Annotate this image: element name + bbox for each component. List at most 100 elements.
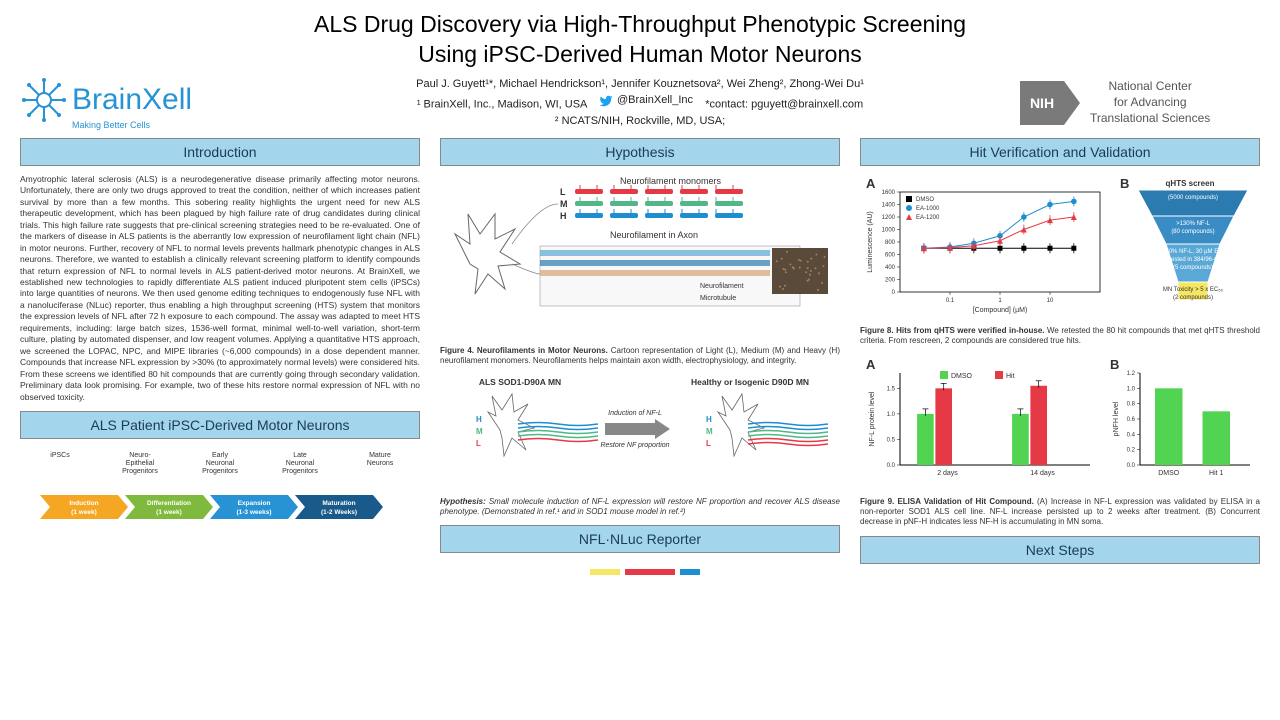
svg-text:Induction of NF-L: Induction of NF-L [608,410,662,417]
svg-text:800: 800 [885,240,896,246]
svg-text:B: B [1120,176,1129,191]
fig9-panel: AB0.00.51.01.5NF-L protein levelDMSOHit2… [860,355,1260,485]
svg-text:DMSO: DMSO [1158,470,1180,477]
svg-text:0.5: 0.5 [887,437,896,443]
svg-text:EA-1200: EA-1200 [916,215,940,221]
svg-text:Neuro-: Neuro- [129,452,151,459]
neuron-icon [20,76,68,124]
svg-text:H: H [706,415,712,424]
svg-text:Neuronal: Neuronal [206,460,235,467]
svg-text:Neurons: Neurons [367,460,394,467]
svg-text:Differentiation: Differentiation [147,500,191,507]
svg-text:600: 600 [885,252,896,258]
hypothesis-caption: Hypothesis: Small molecule induction of … [440,497,840,518]
svg-text:A: A [866,357,876,372]
authors-line-1: Paul J. Guyett¹*, Michael Hendrickson¹, … [260,76,1020,93]
svg-text:Induction: Induction [69,500,98,507]
svg-text:>130% NF-L: >130% NF-L [1176,221,1211,227]
authors-block: Paul J. Guyett¹*, Michael Hendrickson¹, … [260,76,1020,130]
svg-text:L: L [560,187,566,197]
brainxell-wordmark: BrainXell [72,83,192,117]
figure-8-caption: Figure 8. Hits from qHTS were verified i… [860,326,1260,347]
svg-text:Microtubule: Microtubule [700,295,736,302]
affiliation-1: ¹ BrainXell, Inc., Madison, WI, USA [417,99,587,111]
svg-text:Neuronal: Neuronal [286,460,315,467]
column-left: Introduction Amyotrophic lateral scleros… [20,138,420,710]
svg-text:M: M [706,427,713,436]
section-als-ipsc-header: ALS Patient iPSC-Derived Motor Neurons [20,411,420,439]
svg-text:Mature: Mature [369,452,391,459]
twitter-handle: @BrainXell_Inc [617,92,693,109]
svg-text:Epithelial: Epithelial [126,460,155,467]
svg-text:iPSCs: iPSCs [50,452,70,459]
svg-text:0: 0 [892,290,896,296]
svg-text:Luminescence (AU): Luminescence (AU) [867,211,874,272]
section-next-steps-header: Next Steps [860,536,1260,564]
twitter-handle-row: @BrainXell_Inc [599,92,693,109]
section-nfl-reporter-header: NFL·NLuc Reporter [440,525,840,553]
poster-header: ALS Drug Discovery via High-Throughput P… [20,10,1260,130]
nih-text-1: National Center [1090,79,1210,95]
svg-text:L: L [476,439,481,448]
svg-text:(2 compounds): (2 compounds) [1173,295,1213,301]
brainxell-logo: BrainXell [20,76,192,124]
figure-4-caption: Figure 4. Neurofilaments in Motor Neuron… [440,346,840,367]
fig8-label: Figure 8. Hits from qHTS were verified i… [860,326,1045,335]
svg-text:1600: 1600 [882,190,896,196]
svg-text:Neurofilament monomers: Neurofilament monomers [620,176,722,186]
svg-text:EA-1000: EA-1000 [916,206,940,212]
svg-text:(1 week): (1 week) [71,509,97,516]
nfl-reporter-area [440,561,840,581]
svg-text:Retested in 384/96-well: Retested in 384/96-well [1162,257,1225,263]
svg-text:B: B [1110,357,1119,372]
svg-text:1.0: 1.0 [887,411,896,417]
svg-text:1000: 1000 [882,227,896,233]
svg-text:H: H [476,415,482,424]
fig9-label: Figure 9. ELISA Validation of Hit Compou… [860,497,1034,506]
svg-text:14 days: 14 days [1030,470,1055,477]
svg-text:(80 compounds): (80 compounds) [1171,229,1214,235]
svg-text:0.1: 0.1 [946,298,955,304]
svg-text:1200: 1200 [882,215,896,221]
fig4-label: Figure 4. Neurofilaments in Motor Neuron… [440,346,608,355]
poster-root: ALS Drug Discovery via High-Throughput P… [0,0,1280,720]
svg-text:(1-2 Weeks): (1-2 Weeks) [321,509,357,516]
brainxell-tagline: Making Better Cells [72,120,150,130]
brainxell-logo-block: BrainXell Making Better Cells [20,76,260,130]
svg-text:Maturation: Maturation [322,500,355,507]
hypothesis-diagram: ALS SOD1-D90A MNHealthy or Isogenic D90D… [440,375,840,485]
authors-line-2: ¹ BrainXell, Inc., Madison, WI, USA @Bra… [260,92,1020,113]
svg-text:>150% NF-L, 30 µM EC₅₀: >150% NF-L, 30 µM EC₅₀ [1159,249,1228,255]
section-hit-verification-header: Hit Verification and Validation [860,138,1260,166]
svg-text:2 days: 2 days [937,470,958,477]
svg-text:Hit 1: Hit 1 [1209,470,1224,477]
svg-text:Progenitors: Progenitors [202,468,238,475]
column-middle: Hypothesis Neurofilament monomersLMHNeur… [440,138,840,710]
title-line-2: Using iPSC-Derived Human Motor Neurons [20,40,1260,70]
svg-text:ALS SOD1-D90A MN: ALS SOD1-D90A MN [479,377,561,387]
fig8-svg: AB020040060080010001200140016000.1110[Co… [860,174,1260,314]
section-introduction-header: Introduction [20,138,420,166]
svg-text:DMSO: DMSO [951,373,973,380]
nih-text-3: Translational Sciences [1090,111,1210,127]
header-row: BrainXell Making Better Cells Paul J. Gu… [20,76,1260,130]
svg-text:DMSO: DMSO [916,197,934,203]
svg-text:(5 compounds): (5 compounds) [1173,265,1213,271]
svg-text:1.5: 1.5 [887,386,896,392]
svg-text:1400: 1400 [882,202,896,208]
columns: Introduction Amyotrophic lateral scleros… [20,138,1260,710]
hypothesis-svg: ALS SOD1-D90A MNHealthy or Isogenic D90D… [440,375,840,485]
nih-center-name: National Center for Advancing Translatio… [1090,79,1210,126]
authors-line-3: ² NCATS/NIH, Rockville, MD, USA; [260,113,1020,130]
svg-text:(1 week): (1 week) [156,509,182,516]
svg-text:M: M [560,199,568,209]
svg-text:0.6: 0.6 [1127,417,1136,423]
contact-email: *contact: pguyett@brainxell.com [705,99,863,111]
fig8-panel: AB020040060080010001200140016000.1110[Co… [860,174,1260,314]
svg-text:1.0: 1.0 [1127,386,1136,392]
nih-logo-block: NIH National Center for Advancing Transl… [1020,79,1260,126]
svg-text:0.0: 0.0 [887,463,896,469]
svg-text:Hit: Hit [1006,373,1015,380]
svg-text:pNFH level: pNFH level [1113,401,1120,436]
svg-text:MN Toxicity > 5 x EC₅₀: MN Toxicity > 5 x EC₅₀ [1163,287,1224,293]
